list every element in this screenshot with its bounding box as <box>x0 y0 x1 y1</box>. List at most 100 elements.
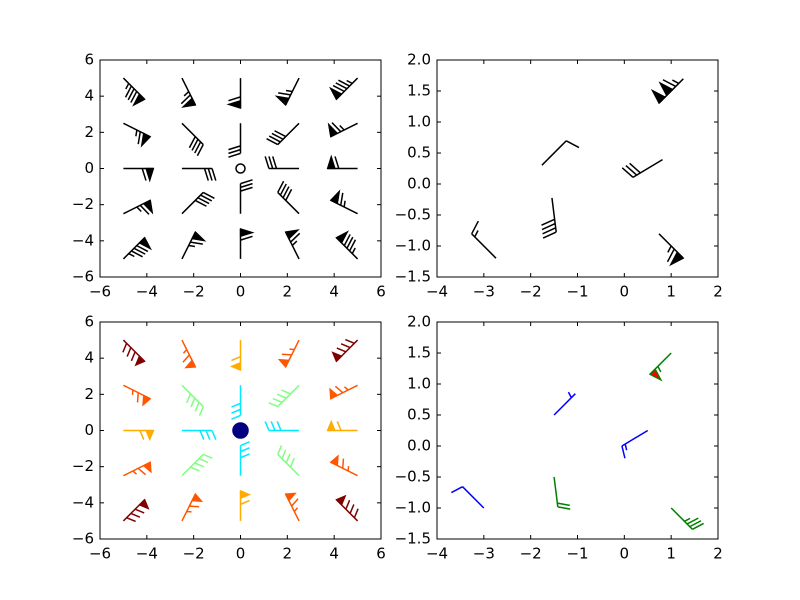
barb-shaft <box>122 77 146 103</box>
barb <box>621 429 649 459</box>
barb-shaft <box>181 122 204 157</box>
barb <box>277 339 300 369</box>
barb <box>239 441 250 476</box>
y-tick-label: 1.5 <box>407 344 431 362</box>
y-tick-label: 6 <box>84 313 94 331</box>
barb-shaft <box>268 384 300 408</box>
barb <box>181 230 207 260</box>
axes-background <box>437 322 718 539</box>
y-tick-label: 0.5 <box>407 406 431 424</box>
barb <box>326 419 358 432</box>
barb <box>123 429 155 442</box>
barb-shaft <box>277 180 300 215</box>
barb-shaft <box>281 339 300 368</box>
y-tick-label: −0.5 <box>395 206 431 224</box>
barb-shaft <box>330 458 358 477</box>
x-tick-label: −1 <box>566 545 588 563</box>
barb-shaft <box>284 231 301 260</box>
barb <box>541 140 580 166</box>
barb-shaft <box>181 429 217 440</box>
barb <box>329 189 358 215</box>
y-tick-label: −1.5 <box>395 268 431 286</box>
empty-barb <box>235 163 246 174</box>
x-tick-label: 1 <box>666 545 676 563</box>
x-tick-label: 6 <box>376 545 386 563</box>
y-tick-label: −2 <box>72 457 94 475</box>
barb-shaft <box>541 197 557 239</box>
x-tick-label: 2 <box>283 283 293 301</box>
barb <box>329 77 359 101</box>
barb <box>231 385 242 420</box>
y-tick-label: 4 <box>84 349 94 367</box>
y-tick-label: 1.0 <box>407 113 431 131</box>
barb <box>239 489 252 521</box>
barb-shaft <box>239 441 250 476</box>
barb <box>122 77 146 107</box>
x-tick-label: 6 <box>376 283 386 301</box>
barb <box>329 384 358 400</box>
x-tick-label: −4 <box>136 283 158 301</box>
y-tick-label: −4 <box>72 493 94 511</box>
barb-shaft <box>231 340 242 371</box>
barb <box>122 498 150 523</box>
barb <box>122 339 146 367</box>
x-tick-label: −4 <box>426 545 448 563</box>
barb-shaft <box>123 122 151 145</box>
barb-shaft <box>181 493 200 522</box>
barb <box>335 494 359 522</box>
barb-shaft <box>335 499 359 522</box>
barb-shaft <box>228 78 242 109</box>
barb <box>235 163 246 174</box>
barb-shaft <box>471 220 497 259</box>
barb <box>180 77 197 108</box>
barb <box>123 199 154 215</box>
x-tick-label: −2 <box>520 545 542 563</box>
y-tick-label: 2 <box>84 385 94 403</box>
y-tick-label: 2.0 <box>407 313 431 331</box>
barb-shaft <box>658 233 684 263</box>
y-tick-label: 6 <box>84 51 94 69</box>
barb-shaft <box>239 490 250 521</box>
x-tick-label: 0 <box>620 283 630 301</box>
barb-shaft <box>278 77 300 106</box>
y-tick-label: −2 <box>72 195 94 213</box>
barb-shaft <box>123 429 154 440</box>
barb <box>268 384 300 408</box>
barb-shaft <box>670 507 704 530</box>
barb <box>181 339 197 369</box>
barb-shaft <box>658 78 684 104</box>
barb-shaft <box>330 122 358 138</box>
y-tick-label: −1.0 <box>395 499 431 517</box>
barb-shaft <box>181 339 197 368</box>
barb <box>277 445 300 477</box>
barb <box>326 154 358 170</box>
barb-shaft <box>277 445 300 477</box>
barb-shaft <box>181 453 213 477</box>
barb-shaft <box>327 421 358 432</box>
barb <box>123 461 152 477</box>
x-tick-label: 0 <box>620 545 630 563</box>
barb-shaft <box>122 339 146 362</box>
barb <box>228 123 242 158</box>
x-tick-label: −4 <box>426 283 448 301</box>
barb-shaft <box>239 228 253 259</box>
axes-frame <box>436 59 719 278</box>
y-tick-label: 0.0 <box>407 175 431 193</box>
barb-shaft <box>181 167 217 181</box>
barb-shaft <box>327 156 358 170</box>
barb-shaft <box>330 384 358 400</box>
x-tick-label: 1 <box>666 283 676 301</box>
x-tick-label: −2 <box>183 283 205 301</box>
barb-shaft <box>621 429 649 459</box>
y-tick-label: −1.5 <box>395 530 431 548</box>
barb-shaft <box>332 77 359 100</box>
barb <box>229 340 242 372</box>
x-tick-label: 4 <box>329 545 339 563</box>
barb-shaft <box>264 421 300 432</box>
barb-shaft <box>231 385 242 420</box>
y-tick-label: −4 <box>72 231 94 249</box>
x-tick-label: −4 <box>136 545 158 563</box>
barb <box>284 229 301 260</box>
x-tick-label: −2 <box>520 283 542 301</box>
barb-shaft <box>451 486 485 509</box>
